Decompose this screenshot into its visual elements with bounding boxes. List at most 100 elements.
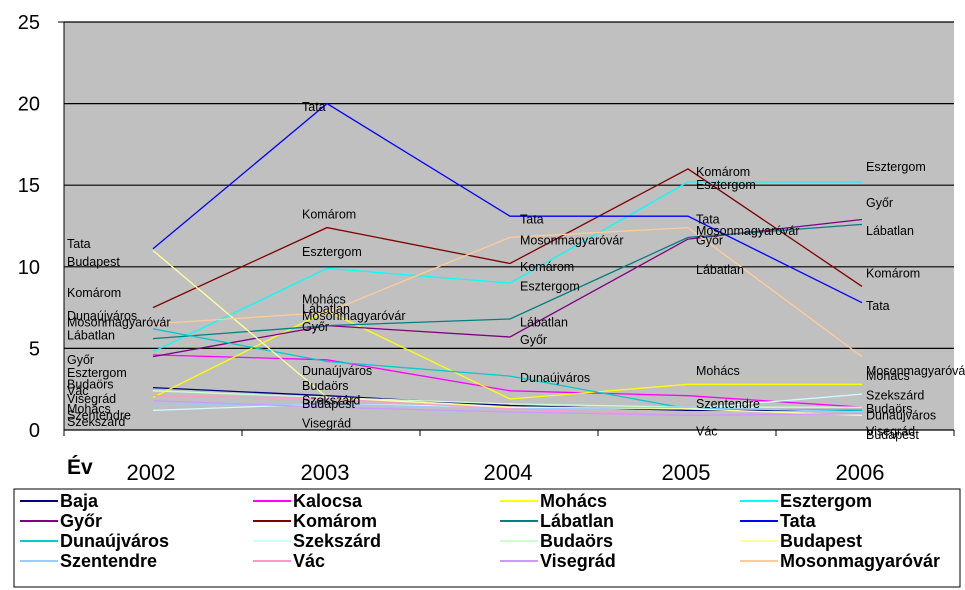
data-label: Komárom [520, 260, 574, 274]
series-line [152, 168, 863, 309]
data-label: Dunaújváros [866, 408, 936, 422]
legend-label: Vác [293, 551, 325, 571]
series-line [152, 223, 863, 340]
plot-area [64, 22, 954, 430]
legend-label: Mohács [540, 491, 607, 511]
data-label: Mosonmagyaróvár [520, 234, 624, 248]
series-line [152, 390, 862, 408]
data-label: Győr [866, 196, 893, 210]
data-label: Győr [67, 353, 94, 367]
data-label: Tata [866, 299, 890, 313]
data-label: Vác [67, 384, 89, 398]
series-lines [152, 102, 863, 416]
axes [58, 21, 955, 436]
data-label: Budaörs [67, 377, 114, 391]
data-label: Győr [302, 320, 329, 334]
y-tick-label: 0 [29, 420, 40, 442]
data-label: Győr [520, 333, 547, 347]
legend-label: Mosonmagyaróvár [780, 551, 940, 571]
data-label: Mosonmagyaróvár [866, 364, 965, 378]
data-label: Komárom [67, 286, 121, 300]
data-label: Tata [520, 212, 544, 226]
y-tick-label: 25 [18, 12, 40, 34]
data-label: Tata [696, 212, 720, 226]
data-label: Szekszárd [866, 389, 924, 403]
legend-label: Tata [780, 511, 817, 531]
x-tick-label: 2005 [662, 460, 711, 485]
data-label: Budaörs [866, 402, 913, 416]
gridlines [64, 21, 954, 349]
legend-label: Kalocsa [293, 491, 363, 511]
data-label: Budaörs [302, 379, 349, 393]
data-label: Komárom [696, 165, 750, 179]
data-label: Budapest [67, 255, 120, 269]
series-line [152, 181, 862, 353]
data-label: Lábatlan [696, 263, 744, 277]
series-line [152, 399, 863, 416]
data-label: Szentendre [696, 397, 760, 411]
legend-label: Győr [60, 511, 102, 531]
data-label: Lábatlan [67, 328, 115, 342]
y-tick-label: 5 [29, 338, 40, 360]
data-label: Visegrád [67, 392, 116, 406]
legend: Baja Kalocsa Mohács Esztergom Győr Komárom Láb… [13, 488, 961, 588]
series-line [152, 250, 863, 416]
legend-label: Esztergom [780, 491, 872, 511]
legend-label: Komárom [293, 511, 377, 531]
data-label: Esztergom [67, 366, 127, 380]
x-tick-label: 2003 [301, 460, 350, 485]
legend-label: Budapest [780, 531, 862, 551]
y-tick-label: 10 [18, 257, 40, 279]
legend-label: Budaörs [540, 531, 613, 551]
series-line [152, 226, 863, 358]
series-line [152, 310, 862, 400]
data-label: Győr [696, 234, 723, 248]
x-axis-ticks: 2002 2003 2004 2005 2006 [127, 460, 885, 485]
data-label: Esztergom [302, 245, 362, 259]
data-label: Tata [302, 100, 326, 114]
data-label: Komárom [302, 208, 356, 222]
data-label: Mosonmagyaróvár [696, 224, 800, 238]
data-label: Vác [696, 425, 718, 439]
data-label: Dunaújváros [67, 309, 137, 323]
data-label: Lábatlan [302, 302, 350, 316]
data-label: Visegrád [302, 416, 351, 430]
data-label: Szentendre [67, 408, 131, 422]
data-label: Lábatlan [866, 224, 914, 238]
data-label: Mohács [696, 364, 740, 378]
legend-box [13, 488, 961, 588]
x-tick-label: 2004 [484, 460, 533, 485]
data-label: Esztergom [520, 279, 580, 293]
x-tick-label: 2002 [127, 460, 176, 485]
series-line [152, 102, 863, 304]
legend-label: Szentendre [60, 551, 157, 571]
data-label: Visegrád [866, 425, 915, 439]
data-label: Mohács [866, 369, 910, 383]
y-axis-ticks: 0 5 10 15 20 25 [18, 12, 40, 442]
data-label: Budapest [866, 428, 919, 442]
data-label: Dunaújváros [520, 371, 590, 385]
data-label: Szekszárd [302, 394, 360, 408]
data-label: Komárom [866, 266, 920, 280]
data-label: Esztergom [866, 160, 926, 174]
legend-label: Dunaújváros [60, 531, 169, 551]
data-label: Esztergom [696, 178, 756, 192]
data-label: Mosonmagyaróvár [302, 309, 406, 323]
data-labels: Tata Budapest Komárom Dunaújváros Lábatlan Gy… [67, 100, 965, 442]
legend-label: Baja [60, 491, 99, 511]
y-tick-label: 15 [18, 175, 40, 197]
data-label: Lábatlan [520, 315, 568, 329]
legend-label: Szekszárd [293, 531, 381, 551]
x-tick-label: 2006 [836, 460, 885, 485]
y-axis-label: Év [67, 456, 93, 479]
data-label: Budapest [302, 397, 355, 411]
data-label: Mosonmagyaróvár [67, 315, 171, 329]
series-line [152, 354, 863, 408]
y-tick-label: 20 [18, 94, 40, 116]
data-label: Mohács [67, 402, 111, 416]
legend-label: Lábatlan [540, 511, 614, 531]
data-label: Tata [67, 237, 91, 251]
legend-label: Visegrád [540, 551, 616, 571]
data-label: Dunaújváros [302, 364, 372, 378]
